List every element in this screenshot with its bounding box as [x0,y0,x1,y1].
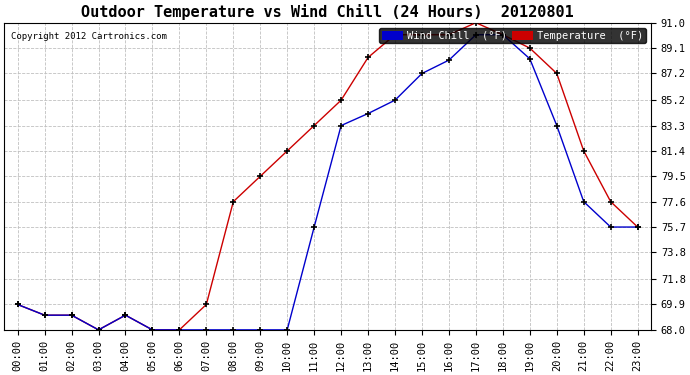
Legend: Wind Chill  (°F), Temperature  (°F): Wind Chill (°F), Temperature (°F) [380,28,646,44]
Title: Outdoor Temperature vs Wind Chill (24 Hours)  20120801: Outdoor Temperature vs Wind Chill (24 Ho… [81,4,574,20]
Text: Copyright 2012 Cartronics.com: Copyright 2012 Cartronics.com [10,32,166,41]
